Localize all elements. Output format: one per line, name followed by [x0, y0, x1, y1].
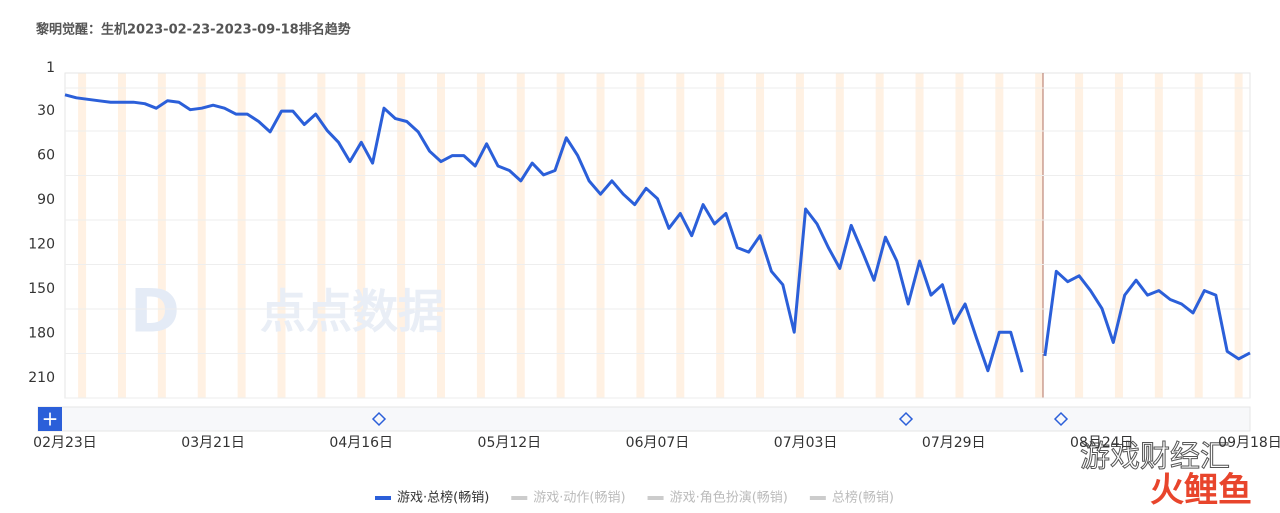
event-marker[interactable]	[371, 411, 387, 427]
legend-label[interactable]: 游戏·角色扮演(畅销)	[670, 490, 788, 506]
x-tick-label: 07月03日	[774, 435, 838, 451]
weekend-stripe	[716, 73, 725, 398]
y-tick-label: 210	[28, 370, 55, 386]
legend: 游戏·总榜(畅销) 游戏·动作(畅销) 游戏·角色扮演(畅销) 总榜(畅销)	[375, 490, 894, 506]
weekend-stripe	[78, 73, 87, 398]
zoom-icon: +	[42, 407, 59, 431]
weekend-stripe	[676, 73, 685, 398]
x-tick-label: 04月16日	[329, 435, 393, 451]
weekend-stripe	[437, 73, 446, 398]
weekend-stripe	[357, 73, 366, 398]
weekend-stripe	[875, 73, 884, 398]
legend-label[interactable]: 总榜(畅销)	[832, 490, 894, 506]
range-slider[interactable]	[37, 406, 1251, 432]
weekend-stripe	[1035, 73, 1044, 398]
weekend-stripe	[915, 73, 924, 398]
line-series	[64, 93, 1251, 373]
weekend-stripe	[1154, 73, 1163, 398]
y-tick-label: 1	[46, 60, 55, 76]
weekend-stripe	[1075, 73, 1084, 398]
weekend-stripe	[197, 73, 206, 398]
x-tick-label: 03月21日	[181, 435, 245, 451]
corner-watermark: 游戏财经汇	[1080, 440, 1230, 475]
y-tick-label: 30	[37, 103, 55, 119]
weekend-stripe	[157, 73, 166, 398]
x-tick-label: 06月07日	[626, 435, 690, 451]
x-tick-label: 02月23日	[33, 435, 97, 451]
weekend-stripe	[556, 73, 565, 398]
x-tick-label: 08月24日	[1070, 435, 1134, 451]
corner-logo: 火鲤鱼	[1150, 471, 1252, 511]
legend-label[interactable]: 游戏·总榜(畅销)	[397, 490, 489, 506]
y-tick-label: 150	[28, 281, 55, 297]
weekend-stripe	[237, 73, 246, 398]
x-tick-label: 05月12日	[478, 435, 542, 451]
y-tick-label: 180	[28, 326, 55, 342]
weekend-stripe	[277, 73, 286, 398]
y-tick-label: 90	[37, 192, 55, 208]
weekend-stripe	[476, 73, 485, 398]
y-tick-label: 60	[37, 148, 55, 164]
weekend-stripe	[516, 73, 525, 398]
y-tick-label: 120	[28, 237, 55, 253]
legend-swatch	[511, 496, 528, 500]
weekend-stripe	[795, 73, 804, 398]
weekend-stripe	[636, 73, 645, 398]
legend-swatch	[375, 496, 391, 500]
watermark-logo: D	[130, 277, 180, 347]
chart-title: 黎明觉醒：生机2023-02-23-2023-09-18排名趋势	[36, 22, 351, 38]
weekend-stripe	[835, 73, 844, 398]
weekend-stripe	[317, 73, 326, 398]
weekend-stripe	[117, 73, 126, 398]
legend-label[interactable]: 游戏·动作(畅销)	[533, 491, 625, 506]
weekend-stripe	[995, 73, 1004, 398]
weekend-stripe	[1114, 73, 1123, 398]
weekend-stripe	[1234, 73, 1243, 398]
event-marker[interactable]	[898, 411, 914, 427]
event-markers	[371, 411, 1069, 427]
legend-swatch	[809, 496, 826, 500]
x-tick-label: 07月29日	[922, 435, 986, 451]
weekend-stripes	[78, 73, 1243, 398]
weekend-stripe	[397, 73, 406, 398]
weekend-stripe	[955, 73, 964, 398]
x-tick-label: 09月18日	[1218, 435, 1280, 451]
watermark: 点点数据	[260, 285, 444, 339]
zoom-button[interactable]	[38, 407, 62, 431]
weekend-stripe	[1194, 73, 1203, 398]
event-marker[interactable]	[1053, 411, 1069, 427]
weekend-stripe	[596, 73, 605, 398]
legend-swatch	[647, 496, 664, 500]
